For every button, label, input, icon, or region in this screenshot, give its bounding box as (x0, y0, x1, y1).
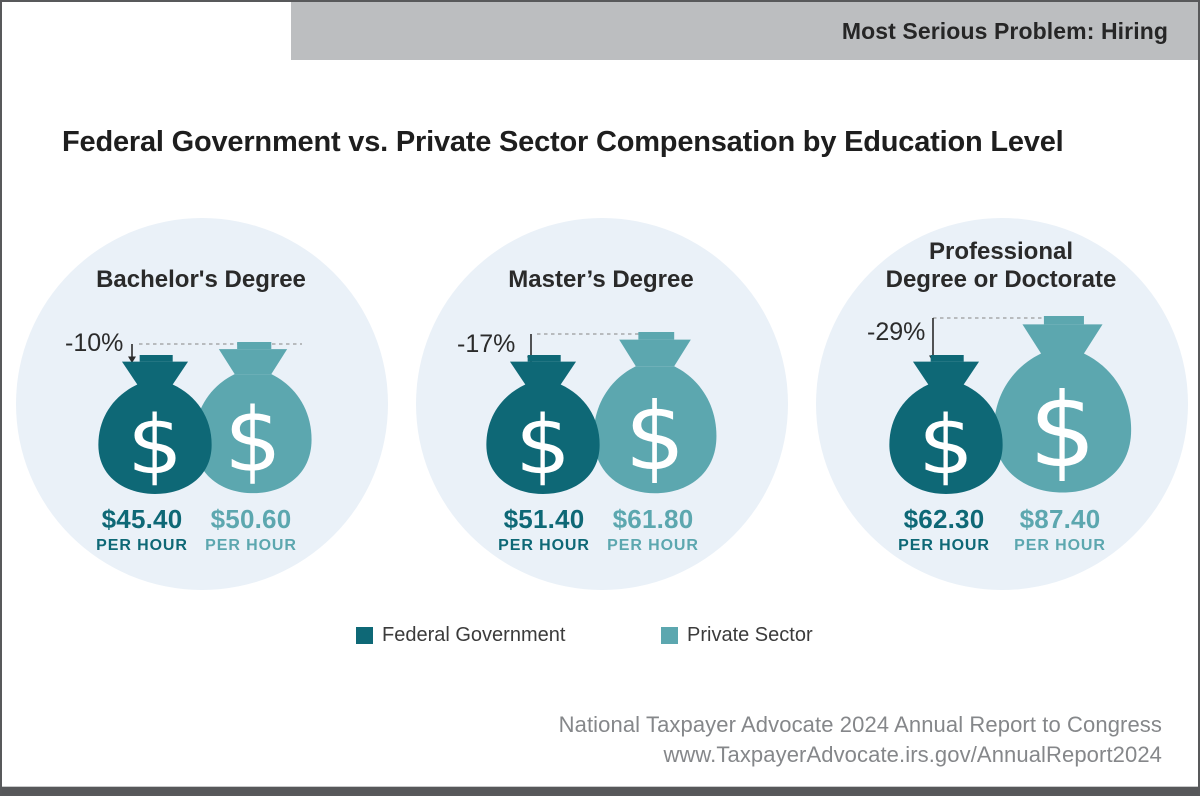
legend-swatch-federal (356, 626, 373, 644)
money-bag-federal: $ (98, 355, 212, 494)
difference-percent-label: -17% (457, 330, 516, 358)
money-bags-graphic: $ $ (98, 342, 312, 494)
difference-percent-label: -10% (65, 329, 124, 357)
panel-title: Master’s Degree (508, 266, 694, 293)
dollar-sign: $ (1029, 371, 1096, 491)
panel-circle-background (16, 218, 388, 590)
private-price: $50.60 PER HOUR (181, 506, 321, 555)
footer-source-line: National Taxpayer Advocate 2024 Annual R… (558, 712, 1162, 737)
banner: Most Serious Problem: Hiring (291, 2, 1198, 60)
footer: National Taxpayer Advocate 2024 Annual R… (559, 710, 1162, 770)
page-title: Federal Government vs. Private Sector Co… (62, 126, 1064, 158)
private-price: $61.80 PER HOUR (583, 506, 723, 555)
private-per-hour-label: PER HOUR (607, 537, 699, 554)
federal-amount-label: $45.40 (101, 504, 183, 534)
federal-amount-label: $62.30 (903, 504, 985, 534)
bottom-accent-bar (2, 786, 1198, 794)
dollar-sign: $ (224, 390, 281, 493)
difference-percent-label: -29% (867, 318, 926, 346)
legend: Federal Government Private Sector (2, 624, 1198, 654)
panel-professional-doctorate: Professional Degree or Doctorate $ $ -29… (812, 210, 1190, 602)
federal-per-hour-label: PER HOUR (898, 537, 990, 554)
difference-arrow-icon (128, 344, 136, 363)
private-amount-label: $87.40 (1019, 504, 1101, 534)
legend-label-private: Private Sector (687, 624, 813, 646)
money-bags-graphic: $ $ (889, 316, 1132, 494)
money-bag-private: $ (993, 316, 1132, 493)
dollar-sign: $ (918, 398, 974, 492)
panel-bachelors-degree: Bachelor's Degree $ $ -10% $45.40 (12, 210, 390, 602)
legend-swatch-private (661, 626, 678, 644)
panel-title: Bachelor's Degree (96, 266, 306, 293)
federal-price: $51.40 PER HOUR (474, 506, 614, 555)
panel-title: Professional Degree or Doctorate (885, 238, 1117, 293)
money-bag-federal: $ (889, 355, 1003, 494)
federal-price: $62.30 PER HOUR (874, 506, 1014, 555)
legend-label-federal: Federal Government (382, 624, 566, 646)
footer-url-line: www.TaxpayerAdvocate.irs.gov/AnnualRepor… (663, 742, 1162, 767)
legend-item-federal: Federal Government (356, 624, 565, 646)
dollar-sign: $ (625, 383, 685, 493)
private-price: $87.40 PER HOUR (990, 506, 1130, 555)
private-amount-label: $61.80 (612, 504, 694, 534)
dollar-sign: $ (127, 398, 183, 492)
federal-per-hour-label: PER HOUR (498, 537, 590, 554)
private-amount-label: $50.60 (210, 504, 292, 534)
money-bag-private: $ (194, 342, 312, 494)
money-bag-federal: $ (486, 355, 600, 494)
private-per-hour-label: PER HOUR (205, 537, 297, 554)
federal-amount-label: $51.40 (503, 504, 585, 534)
money-bag-private: $ (593, 332, 717, 494)
money-bags-graphic: $ $ (486, 332, 717, 494)
federal-per-hour-label: PER HOUR (96, 537, 188, 554)
dollar-sign: $ (515, 398, 571, 492)
legend-item-private: Private Sector (661, 624, 813, 646)
banner-label: Most Serious Problem: Hiring (841, 17, 1168, 44)
federal-price: $45.40 PER HOUR (72, 506, 212, 555)
panel-masters-degree: Master’s Degree $ $ -17% $51.40 (412, 210, 790, 602)
private-per-hour-label: PER HOUR (1014, 537, 1106, 554)
